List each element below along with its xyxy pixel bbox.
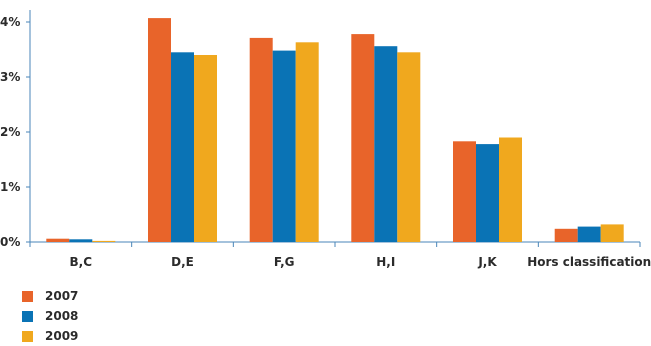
x-category-label: J,K [477,255,497,269]
y-tick-label: 4% [0,15,20,29]
x-category-label: B,C [70,255,93,269]
y-tick-label: 0% [0,235,20,249]
y-tick-label: 3% [0,70,20,84]
legend-label: 2009 [45,329,79,343]
bar-2007-1 [148,18,171,242]
bar-2009-2 [295,42,319,242]
bar-2008-4 [476,144,499,242]
x-category-label: Hors classification [527,255,651,269]
x-category-label: F,G [274,255,295,269]
legend-swatch [22,330,33,342]
bar-2007-0 [46,238,70,242]
legend: 2007 2008 2009 [22,286,78,346]
bar-2007-4 [453,141,476,242]
y-tick-label: 2% [0,125,20,139]
bar-2009-5 [600,224,624,242]
legend-item-2008: 2008 [22,306,78,326]
legend-item-2009: 2009 [22,326,78,346]
bar-2007-3 [351,34,375,242]
bar-2007-2 [249,37,273,243]
bar-2008-0 [69,239,93,243]
legend-item-2007: 2007 [22,286,78,306]
bar-2009-4 [499,137,522,242]
bar-2008-5 [577,226,601,242]
bar-2007-5 [554,228,578,242]
bar-2008-1 [171,52,194,243]
legend-swatch [22,290,33,302]
legend-swatch [22,310,33,322]
bar-2009-1 [194,55,217,242]
bar-chart: 0% 1% 2% 3% 4% B,C D,E F,G H,I J,K Hors classific… [0,10,651,269]
legend-label: 2007 [45,289,79,303]
x-category-label: H,I [376,255,395,269]
x-axis: B,C D,E F,G H,I J,K Hors classification [29,241,651,269]
x-category-label: D,E [171,255,194,269]
bar-2009-3 [397,52,421,243]
bar-2008-3 [374,46,398,243]
legend-label: 2008 [45,309,79,323]
bars [46,18,624,243]
y-axis: 0% 1% 2% 3% 4% [0,10,31,249]
y-tick-label: 1% [0,180,20,194]
bar-2009-0 [92,240,116,242]
bar-2008-2 [272,50,296,242]
